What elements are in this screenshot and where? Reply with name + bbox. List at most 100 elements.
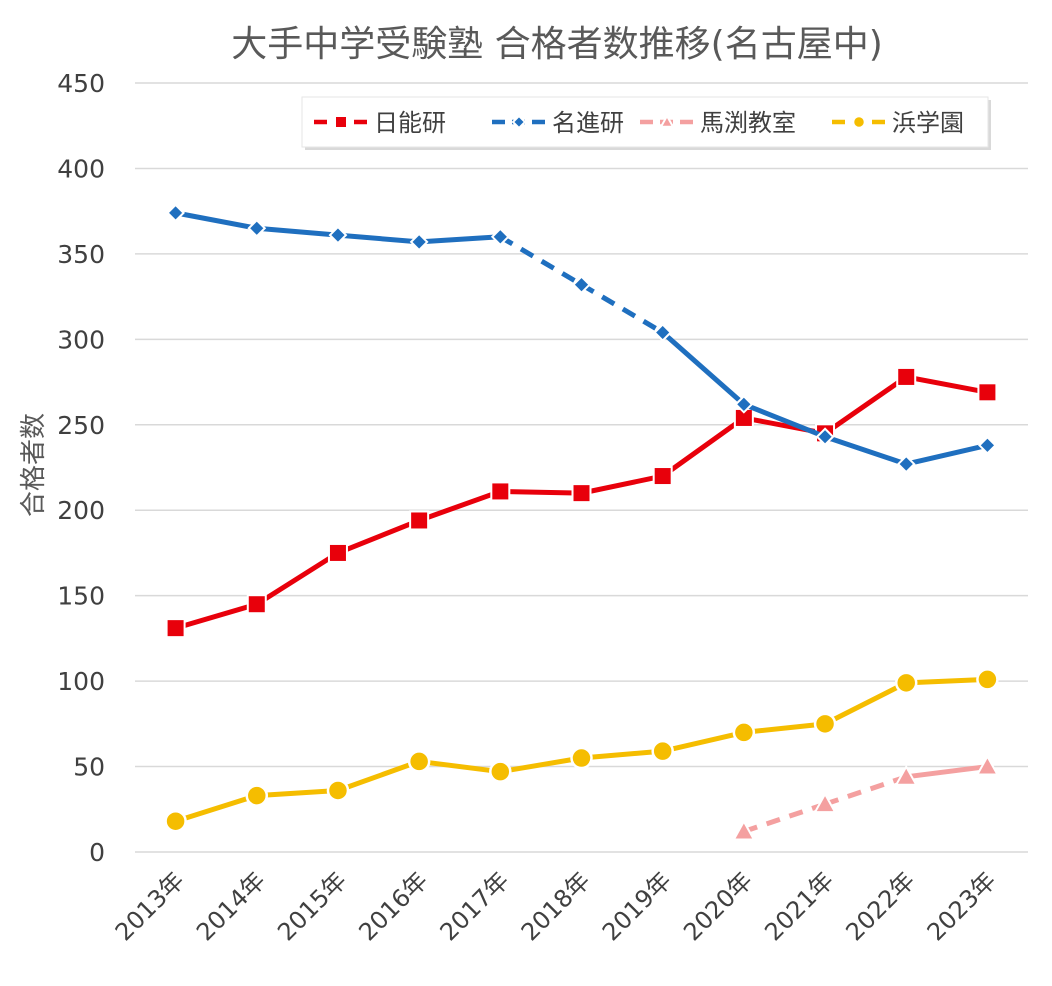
legend-item: 名進研 — [492, 109, 624, 137]
series-line-segment — [660, 729, 747, 754]
data-point — [977, 435, 997, 455]
series-line-segment — [335, 232, 422, 245]
data-point — [894, 671, 918, 695]
y-tick-label: 450 — [57, 69, 105, 98]
data-point — [328, 225, 348, 245]
series-line-segment — [416, 488, 503, 523]
data-point — [734, 394, 754, 414]
series-line-segment — [903, 676, 990, 686]
y-tick-label: 300 — [57, 325, 105, 354]
series-line-segment — [499, 234, 583, 287]
series-line-segment — [416, 758, 503, 775]
series-line-segment — [822, 374, 909, 436]
x-axis-ticks: 2013年 2014年 2015年 2016年 2017年 2018年 2019年 2020年… — [110, 866, 1002, 946]
legend-item: 日能研 — [314, 109, 446, 137]
y-tick-label: 200 — [57, 496, 105, 525]
series-line-segment — [822, 680, 909, 727]
x-tick-label: 2016年 — [353, 866, 433, 946]
data-point — [813, 712, 837, 736]
x-tick-label: 2020年 — [678, 866, 758, 946]
series-line-segment — [741, 401, 828, 440]
series-line-segment — [335, 758, 422, 793]
x-tick-label: 2015年 — [272, 866, 352, 946]
series-line-segment — [660, 415, 747, 479]
data-point — [409, 232, 429, 252]
series-line-segment — [743, 801, 826, 834]
data-point — [732, 721, 756, 744]
series-line-segment — [579, 748, 666, 761]
data-point — [815, 427, 835, 447]
series-lines — [164, 203, 1000, 841]
legend-label: 日能研 — [374, 109, 446, 137]
data-point — [571, 483, 592, 504]
series-line-segment — [903, 764, 990, 780]
series-diamond — [166, 203, 997, 474]
legend-marker — [334, 115, 348, 129]
legend-marker — [851, 114, 867, 130]
x-tick-label: 2021年 — [759, 866, 839, 946]
data-point — [651, 739, 674, 763]
data-point — [975, 754, 1000, 776]
y-tick-label: 350 — [57, 240, 105, 269]
x-tick-label: 2014年 — [191, 866, 271, 946]
data-point — [490, 227, 510, 247]
data-point — [246, 594, 267, 615]
series-line-segment — [254, 787, 341, 799]
gridlines — [135, 82, 1028, 853]
x-tick-label: 2023年 — [922, 866, 1002, 946]
data-point — [653, 323, 673, 342]
x-tick-label: 2013年 — [110, 866, 190, 946]
data-point — [409, 510, 430, 531]
series-line-segment — [741, 721, 828, 735]
y-tick-label: 400 — [57, 154, 105, 183]
data-point — [570, 746, 593, 770]
data-point — [894, 764, 918, 786]
legend-label: 浜学園 — [892, 109, 964, 137]
series-line-segment — [580, 282, 664, 335]
series-line-segment — [254, 550, 341, 607]
data-point — [489, 760, 512, 783]
series-line-segment — [822, 434, 909, 467]
data-point — [165, 618, 186, 639]
y-tick-label: 250 — [57, 411, 105, 440]
data-point — [164, 809, 187, 833]
y-tick-label: 0 — [89, 838, 105, 867]
series-line-segment — [660, 329, 747, 407]
data-point — [490, 481, 511, 502]
x-tick-label: 2022年 — [841, 866, 921, 946]
series-circle — [164, 668, 999, 833]
data-point — [572, 275, 591, 295]
data-point — [896, 366, 917, 387]
y-tick-label: 50 — [73, 753, 105, 782]
y-axis-label: 合格者数 — [19, 413, 49, 517]
legend-item: 浜学園 — [832, 109, 964, 137]
x-tick-label: 2018年 — [516, 866, 596, 946]
y-axis-ticks: 0 50 100 150 200 250 300 350 400 450 — [57, 69, 105, 867]
series-line-segment — [903, 442, 990, 467]
data-point — [977, 382, 998, 403]
data-point — [247, 218, 267, 238]
data-point — [407, 750, 431, 773]
legend-marker — [659, 113, 675, 128]
series-line-segment — [903, 374, 990, 395]
series-line-segment — [254, 225, 341, 238]
legend-item: 馬渕教室 — [640, 109, 796, 137]
series-line-segment — [173, 210, 260, 231]
legend-label: 馬渕教室 — [700, 109, 796, 137]
series-square — [165, 366, 998, 639]
series-line-segment — [824, 774, 908, 807]
series-line-segment — [335, 517, 422, 556]
series-line-segment — [579, 473, 666, 496]
data-point — [326, 779, 350, 802]
data-point — [245, 784, 269, 807]
data-point — [327, 542, 348, 563]
x-tick-label: 2019年 — [597, 866, 677, 946]
data-point — [652, 466, 673, 487]
series-line-segment — [173, 793, 260, 824]
y-tick-label: 150 — [57, 582, 105, 611]
series-line-segment — [173, 601, 260, 631]
data-point — [896, 454, 916, 474]
data-point — [166, 203, 186, 223]
data-point — [976, 668, 999, 691]
